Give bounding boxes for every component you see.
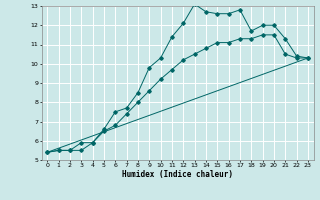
X-axis label: Humidex (Indice chaleur): Humidex (Indice chaleur) [122, 170, 233, 179]
